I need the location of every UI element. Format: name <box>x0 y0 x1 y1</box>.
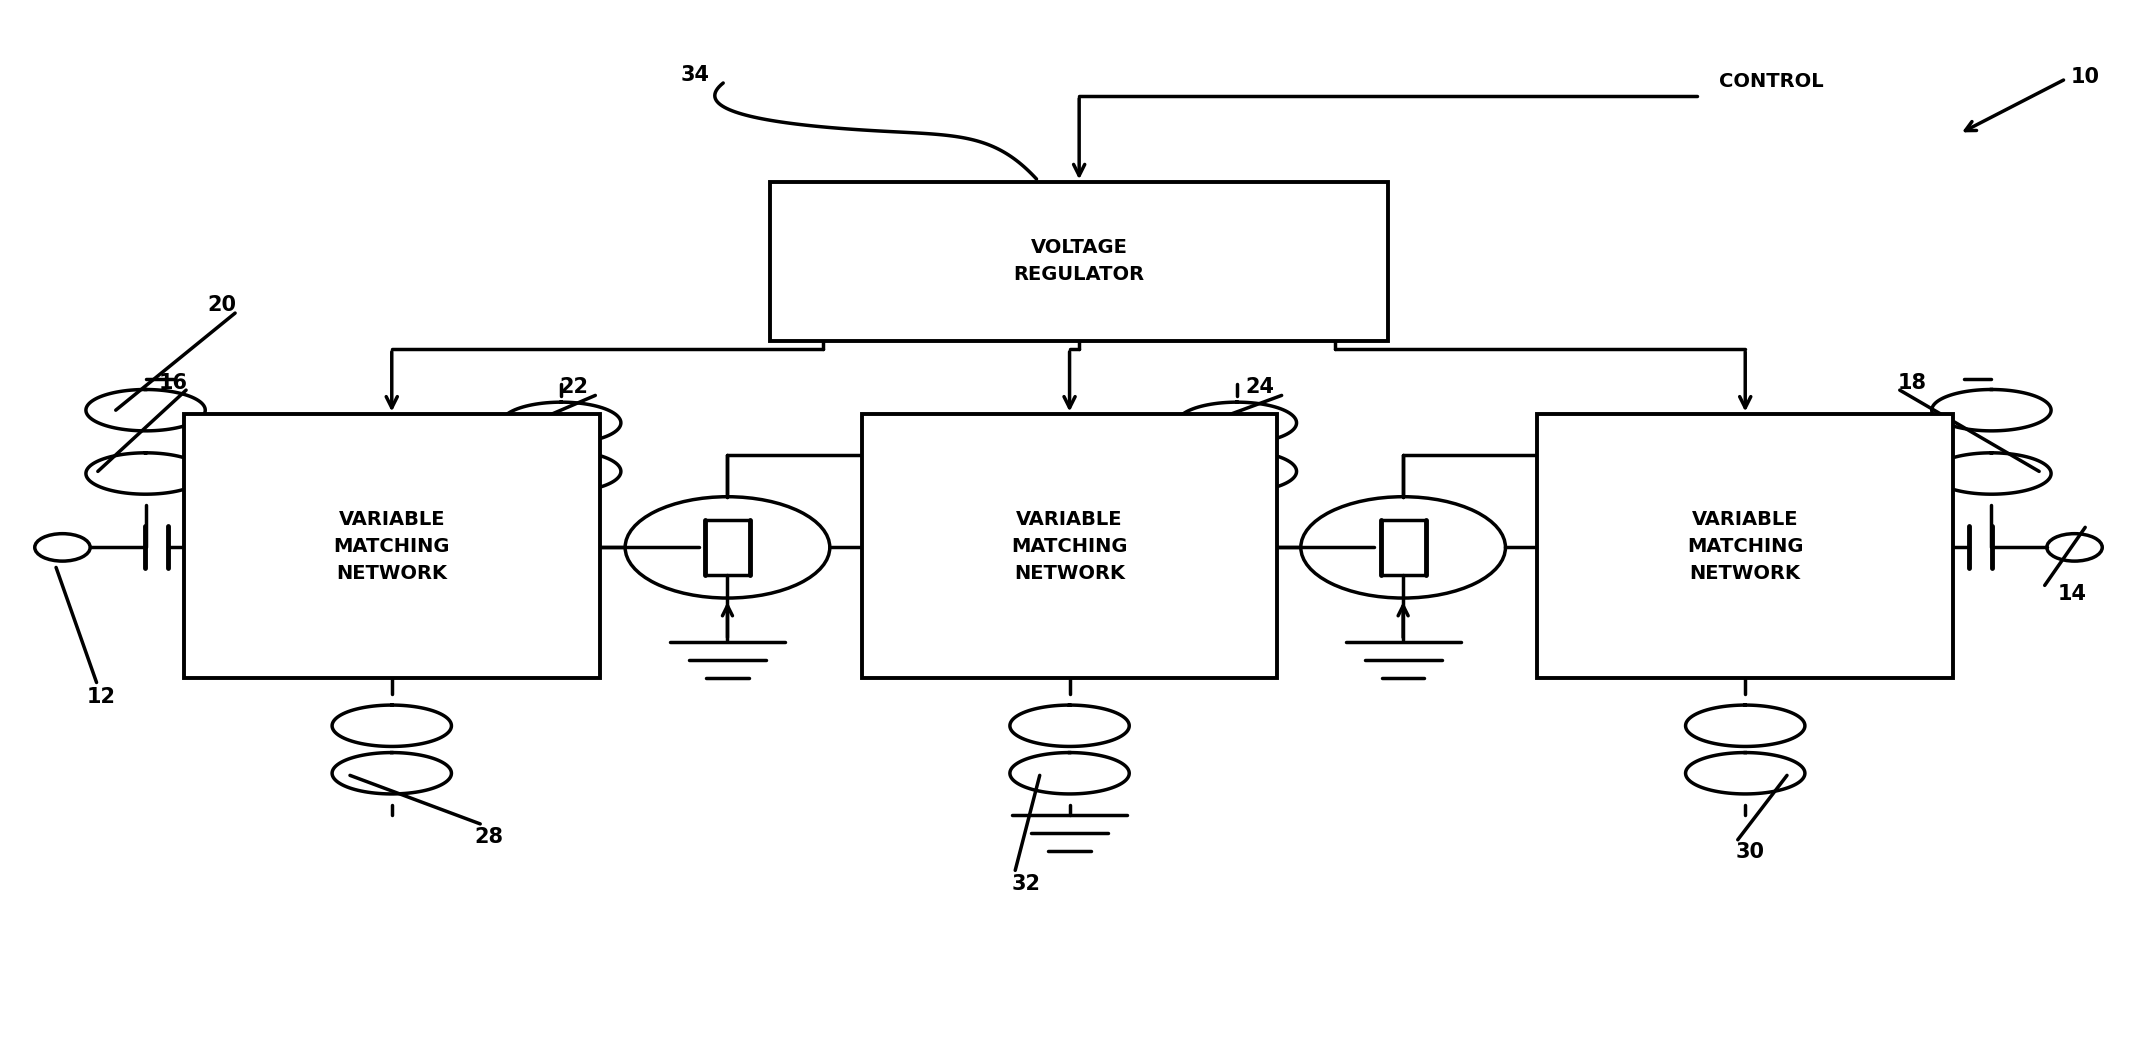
Text: 22: 22 <box>560 377 588 397</box>
Text: 24: 24 <box>1246 377 1276 397</box>
Text: 12: 12 <box>85 688 115 708</box>
Text: 16: 16 <box>158 372 188 393</box>
Bar <box>1537 415 1953 678</box>
Bar <box>184 415 600 678</box>
Bar <box>861 415 1278 678</box>
Text: 14: 14 <box>2058 584 2086 604</box>
Text: 20: 20 <box>207 295 237 315</box>
Text: VARIABLE
MATCHING
NETWORK: VARIABLE MATCHING NETWORK <box>333 509 451 584</box>
Bar <box>769 182 1389 341</box>
Text: 30: 30 <box>1735 842 1765 863</box>
Text: 32: 32 <box>1011 874 1041 894</box>
Text: 10: 10 <box>2071 67 2099 87</box>
Text: 18: 18 <box>1898 372 1928 393</box>
Text: VARIABLE
MATCHING
NETWORK: VARIABLE MATCHING NETWORK <box>1011 509 1128 584</box>
Text: VARIABLE
MATCHING
NETWORK: VARIABLE MATCHING NETWORK <box>1686 509 1804 584</box>
Text: VOLTAGE
REGULATOR: VOLTAGE REGULATOR <box>1013 239 1145 284</box>
Text: CONTROL: CONTROL <box>1718 72 1823 91</box>
Text: 34: 34 <box>682 65 709 85</box>
Text: 28: 28 <box>474 827 502 847</box>
